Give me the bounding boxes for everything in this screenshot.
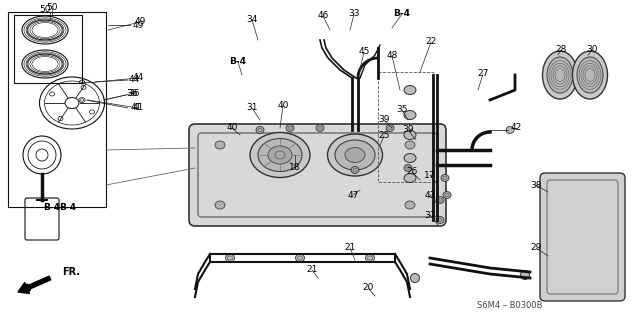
Text: 33: 33 bbox=[348, 10, 360, 19]
Text: 35: 35 bbox=[396, 106, 408, 115]
Ellipse shape bbox=[286, 124, 294, 131]
Text: S6M4 – B0300B: S6M4 – B0300B bbox=[477, 300, 543, 309]
Text: B-4: B-4 bbox=[230, 57, 246, 66]
Text: 49: 49 bbox=[132, 20, 144, 29]
Text: 26: 26 bbox=[406, 167, 418, 176]
Text: 30: 30 bbox=[586, 46, 598, 55]
Ellipse shape bbox=[577, 57, 603, 93]
Text: 25: 25 bbox=[378, 131, 390, 140]
Text: 18: 18 bbox=[289, 164, 301, 173]
Ellipse shape bbox=[250, 132, 310, 177]
Text: 28: 28 bbox=[556, 46, 566, 55]
Ellipse shape bbox=[404, 110, 416, 120]
Ellipse shape bbox=[404, 130, 416, 139]
Text: 39: 39 bbox=[378, 115, 390, 124]
Text: 41: 41 bbox=[131, 103, 141, 113]
Text: 43: 43 bbox=[424, 190, 436, 199]
Ellipse shape bbox=[543, 51, 577, 99]
Bar bbox=[378, 72, 433, 182]
Ellipse shape bbox=[410, 273, 419, 283]
Ellipse shape bbox=[268, 146, 292, 164]
Text: 20: 20 bbox=[362, 284, 374, 293]
Text: 50: 50 bbox=[39, 4, 51, 13]
Text: B-4: B-4 bbox=[60, 203, 77, 211]
Ellipse shape bbox=[404, 174, 416, 182]
Text: 39: 39 bbox=[403, 125, 413, 135]
FancyBboxPatch shape bbox=[189, 124, 446, 226]
Text: B-4: B-4 bbox=[394, 10, 410, 19]
Ellipse shape bbox=[404, 153, 416, 162]
Ellipse shape bbox=[436, 217, 444, 224]
Ellipse shape bbox=[365, 254, 374, 262]
Ellipse shape bbox=[506, 127, 514, 133]
Ellipse shape bbox=[345, 147, 365, 162]
Ellipse shape bbox=[225, 254, 234, 262]
Text: 37: 37 bbox=[424, 211, 436, 219]
Ellipse shape bbox=[443, 191, 451, 198]
Text: 22: 22 bbox=[426, 38, 436, 47]
Text: 47: 47 bbox=[348, 190, 358, 199]
Text: 50: 50 bbox=[46, 4, 58, 12]
Ellipse shape bbox=[404, 85, 416, 94]
Ellipse shape bbox=[405, 141, 415, 149]
Ellipse shape bbox=[328, 134, 383, 176]
Text: 49: 49 bbox=[134, 18, 146, 26]
Text: 34: 34 bbox=[246, 16, 258, 25]
Ellipse shape bbox=[296, 254, 305, 262]
Text: 46: 46 bbox=[317, 11, 329, 20]
Text: B-4: B-4 bbox=[44, 203, 61, 211]
Ellipse shape bbox=[215, 141, 225, 149]
Text: 41: 41 bbox=[132, 103, 144, 113]
Text: 21: 21 bbox=[307, 265, 317, 275]
Ellipse shape bbox=[215, 201, 225, 209]
Text: 17: 17 bbox=[424, 170, 436, 180]
Ellipse shape bbox=[316, 124, 324, 131]
Text: 42: 42 bbox=[510, 123, 522, 132]
Ellipse shape bbox=[547, 57, 573, 93]
Text: 40: 40 bbox=[227, 123, 237, 132]
Text: 27: 27 bbox=[477, 70, 489, 78]
Text: 40: 40 bbox=[277, 100, 289, 109]
Ellipse shape bbox=[351, 167, 359, 174]
Ellipse shape bbox=[386, 124, 394, 131]
Ellipse shape bbox=[573, 51, 607, 99]
Text: 38: 38 bbox=[531, 181, 541, 189]
Ellipse shape bbox=[441, 174, 449, 182]
Text: 44: 44 bbox=[132, 73, 143, 83]
Text: 36: 36 bbox=[126, 88, 138, 98]
Text: 44: 44 bbox=[129, 76, 140, 85]
Bar bbox=[8, 12, 106, 207]
Text: 36: 36 bbox=[128, 88, 140, 98]
Ellipse shape bbox=[404, 165, 412, 172]
Ellipse shape bbox=[520, 271, 529, 279]
Text: 31: 31 bbox=[246, 103, 258, 113]
Ellipse shape bbox=[436, 197, 444, 204]
Ellipse shape bbox=[405, 201, 415, 209]
FancyArrow shape bbox=[18, 276, 51, 293]
FancyBboxPatch shape bbox=[540, 173, 625, 301]
Text: 21: 21 bbox=[344, 243, 356, 253]
Ellipse shape bbox=[335, 140, 375, 170]
Text: 45: 45 bbox=[358, 48, 370, 56]
Bar bbox=[14, 15, 82, 83]
Text: FR.: FR. bbox=[62, 267, 80, 277]
Text: 29: 29 bbox=[531, 243, 541, 253]
Ellipse shape bbox=[256, 127, 264, 133]
Ellipse shape bbox=[258, 138, 302, 172]
Text: 48: 48 bbox=[387, 51, 397, 61]
